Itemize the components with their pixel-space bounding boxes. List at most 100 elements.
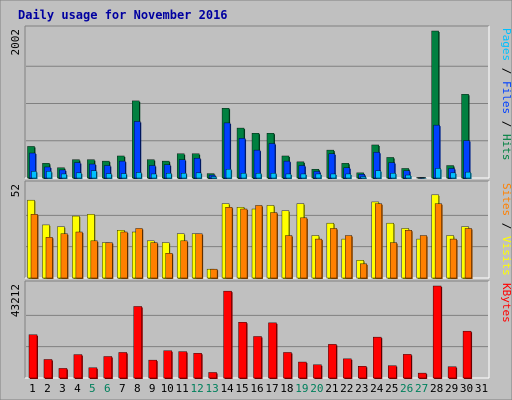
bar-pages-day-23-shadow — [361, 177, 367, 179]
bar-kbytes-day-10 — [163, 350, 172, 379]
bar-pages-day-26 — [405, 174, 411, 179]
bar-sites-day-15 — [240, 208, 248, 279]
bar-pages-day-12 — [195, 172, 202, 179]
visits-panel: 52 Sites / Visits — [9, 180, 512, 279]
bar-pages-day-11 — [180, 173, 187, 179]
legend-separator: / — [500, 114, 512, 134]
bar-sites-day-26 — [404, 230, 412, 279]
bar-kbytes-day-13 — [208, 372, 217, 379]
x-tick-label: 11 — [176, 382, 189, 395]
bar-pages-day-25 — [390, 173, 396, 179]
x-axis-ticks: 1 2 3 4 5 6 7 8 9 10 11 12 13 14 15 16 17 18 19 20 21 22 23 24 2… — [29, 382, 488, 395]
bar-pages-day-21 — [330, 173, 337, 179]
x-tick-label: 26 — [400, 382, 413, 395]
bar-sites-day-24 — [375, 203, 382, 279]
x-tick-label: 8 — [134, 382, 141, 395]
bar-pages-day-27-shadow — [421, 178, 427, 179]
bar-kbytes-day-25 — [388, 365, 397, 379]
bar-pages-day-2 — [46, 171, 52, 179]
bar-kbytes-day-14 — [223, 290, 232, 379]
bar-kbytes-day-7 — [118, 352, 128, 379]
x-tick-label: 16 — [250, 382, 263, 395]
legend-separator: / — [500, 61, 512, 81]
bar-kbytes-day-27 — [417, 372, 427, 379]
bar-kbytes-day-5 — [88, 367, 98, 379]
bar-pages-day-23 — [360, 176, 366, 179]
bar-sites-day-22 — [345, 235, 353, 279]
bar-pages-day-20 — [315, 173, 322, 179]
bar-kbytes-day-23 — [358, 366, 367, 379]
bar-kbytes-day-8 — [133, 306, 142, 379]
hits-max-label: 2002 — [9, 29, 22, 56]
kbytes-legend: KBytes — [500, 283, 512, 323]
bar-pages-day-13 — [210, 176, 217, 179]
bar-sites-day-10 — [165, 253, 173, 279]
x-tick-label: 21 — [325, 382, 338, 395]
x-tick-label: 25 — [385, 382, 398, 395]
bar-sites-day-17 — [270, 212, 278, 279]
bar-sites-day-11 — [180, 240, 188, 279]
bar-pages-day-6 — [106, 173, 112, 179]
bar-files-day-15 — [238, 138, 246, 179]
bar-kbytes-day-26 — [402, 354, 412, 379]
kbytes-panel: 43212 KBytes — [9, 280, 512, 379]
bar-sites-day-30 — [464, 228, 472, 279]
chart-title: Daily usage for November 2016 — [18, 8, 228, 22]
x-tick-label: 9 — [149, 382, 156, 395]
x-tick-label: 12 — [191, 382, 204, 395]
x-tick-label: 6 — [104, 382, 111, 395]
x-tick-label: 5 — [89, 382, 96, 395]
bar-pages-day-1 — [31, 171, 37, 179]
bar-kbytes-day-29 — [447, 366, 457, 379]
bar-sites-day-16 — [255, 205, 263, 279]
x-tick-label: 4 — [74, 382, 81, 395]
x-tick-label: 17 — [265, 382, 278, 395]
x-tick-label: 3 — [59, 382, 66, 395]
x-tick-label: 10 — [161, 382, 174, 395]
bar-sites-day-28 — [434, 203, 442, 279]
x-tick-label: 18 — [280, 382, 293, 395]
bar-kbytes-day-4 — [73, 354, 83, 379]
bar-pages-day-3 — [61, 173, 67, 179]
bar-pages-day-16 — [255, 173, 262, 179]
bar-pages-day-24 — [375, 170, 381, 179]
hits-legend: Pages / Files / Hits — [500, 28, 512, 161]
x-tick-label: 27 — [415, 382, 428, 395]
bar-sites-day-8 — [135, 228, 143, 279]
bar-kbytes-day-12 — [193, 353, 202, 379]
bar-pages-day-22 — [345, 173, 352, 179]
bar-files-day-8 — [134, 121, 141, 179]
bar-sites-day-27 — [419, 235, 427, 279]
legend-separator: / — [500, 216, 512, 236]
bar-kbytes-day-20 — [313, 364, 322, 379]
bar-kbytes-day-30 — [462, 330, 472, 379]
bar-sites-day-5 — [90, 240, 98, 279]
legend-hits: Hits — [500, 134, 512, 161]
kbytes-max-label: 43212 — [9, 284, 22, 317]
bar-kbytes-day-15 — [238, 322, 247, 379]
bar-sites-day-9 — [150, 242, 158, 279]
visits-max-label: 52 — [9, 184, 22, 197]
bar-kbytes-day-21 — [328, 344, 337, 379]
bar-kbytes-day-22 — [343, 358, 352, 379]
x-tick-label: 23 — [355, 382, 368, 395]
bar-pages-day-27 — [420, 177, 426, 179]
bar-pages-day-7 — [121, 173, 127, 179]
bar-kbytes-day-17 — [268, 322, 277, 379]
x-tick-label: 13 — [205, 382, 218, 395]
bar-files-day-17 — [268, 143, 276, 179]
bar-pages-day-8 — [136, 172, 142, 179]
legend-files: Files — [500, 81, 512, 114]
bar-sites-day-7 — [120, 231, 128, 279]
bar-pages-day-30 — [465, 171, 471, 179]
bar-kbytes-day-11 — [178, 351, 187, 379]
legend-sites: Sites — [500, 183, 512, 216]
x-tick-label: 15 — [235, 382, 248, 395]
bar-pages-day-28 — [435, 168, 441, 179]
bar-sites-day-20 — [315, 238, 323, 279]
bar-sites-day-18 — [285, 235, 293, 279]
bar-pages-day-15 — [240, 173, 247, 179]
x-tick-label: 7 — [119, 382, 126, 395]
